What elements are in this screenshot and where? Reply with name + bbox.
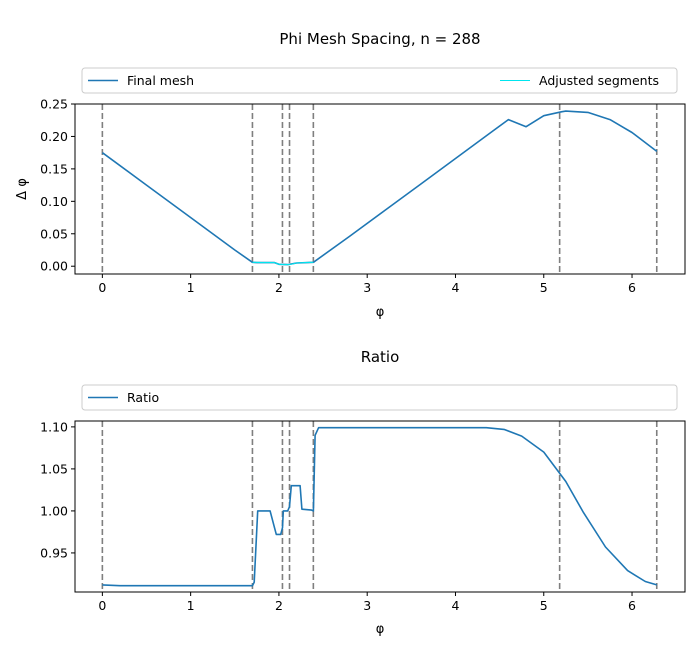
- ratio-plot-area: 0 1 2 3 4 5 6 0.95 1.00 1.05 1.10: [40, 419, 685, 613]
- ratio-line: [102, 428, 656, 586]
- mesh-xtick-label-6: 6: [628, 280, 636, 295]
- mesh-spacing-title: Phi Mesh Spacing, n = 288: [279, 30, 480, 48]
- mesh-ytick-label-1: 0.05: [40, 226, 68, 241]
- figure: Phi Mesh Spacing, n = 288 Final mesh Adj…: [0, 0, 700, 650]
- ratio-axes-frame: [75, 421, 685, 592]
- mesh-xtick-label-5: 5: [540, 280, 548, 295]
- mesh-xtick-label-4: 4: [452, 280, 460, 295]
- legend-label-adjusted-segments: Adjusted segments: [539, 73, 659, 88]
- legend-label-final-mesh: Final mesh: [127, 73, 194, 88]
- mesh-ylabel: Δ φ: [15, 178, 30, 200]
- legend-label-ratio: Ratio: [127, 390, 159, 405]
- ratio-ytick-label-3: 1.10: [40, 419, 68, 434]
- mesh-legend: Final mesh Adjusted segments: [82, 68, 677, 93]
- ratio-xlabel: φ: [376, 622, 385, 637]
- ratio-ytick-label-1: 1.00: [40, 503, 68, 518]
- final-mesh-line: [102, 111, 656, 265]
- mesh-xlabel: φ: [376, 305, 385, 320]
- mesh-spacing-chart: Phi Mesh Spacing, n = 288 Final mesh Adj…: [15, 30, 685, 320]
- ratio-title: Ratio: [361, 348, 400, 366]
- mesh-ytick-label-5: 0.25: [40, 97, 68, 112]
- mesh-xtick-label-0: 0: [98, 280, 106, 295]
- ratio-xtick-label-1: 1: [187, 598, 195, 613]
- mesh-ytick-label-4: 0.20: [40, 129, 68, 144]
- mesh-xtick-label-2: 2: [275, 280, 283, 295]
- ratio-xtick-label-2: 2: [275, 598, 283, 613]
- ratio-chart: Ratio Ratio 0 1 2 3 4 5 6 0.95 1.00 1.05 1.10 φ: [40, 348, 685, 637]
- mesh-axes-frame: [75, 104, 685, 274]
- mesh-xtick-label-1: 1: [187, 280, 195, 295]
- mesh-ytick-label-3: 0.15: [40, 161, 68, 176]
- ratio-ytick-label-0: 0.95: [40, 545, 68, 560]
- ratio-legend-box: [82, 385, 677, 410]
- mesh-xtick-label-3: 3: [363, 280, 371, 295]
- mesh-plot-area: 0 1 2 3 4 5 6 0.00 0.05 0.10 0.15 0.20 0.25: [40, 97, 685, 296]
- ratio-xtick-label-5: 5: [540, 598, 548, 613]
- mesh-ytick-label-0: 0.00: [40, 259, 68, 274]
- ratio-xtick-label-0: 0: [98, 598, 106, 613]
- ratio-xtick-label-6: 6: [628, 598, 636, 613]
- ratio-xtick-label-3: 3: [363, 598, 371, 613]
- mesh-ytick-label-2: 0.10: [40, 194, 68, 209]
- ratio-xtick-label-4: 4: [452, 598, 460, 613]
- ratio-legend: Ratio: [82, 385, 677, 410]
- ratio-ytick-label-2: 1.05: [40, 461, 68, 476]
